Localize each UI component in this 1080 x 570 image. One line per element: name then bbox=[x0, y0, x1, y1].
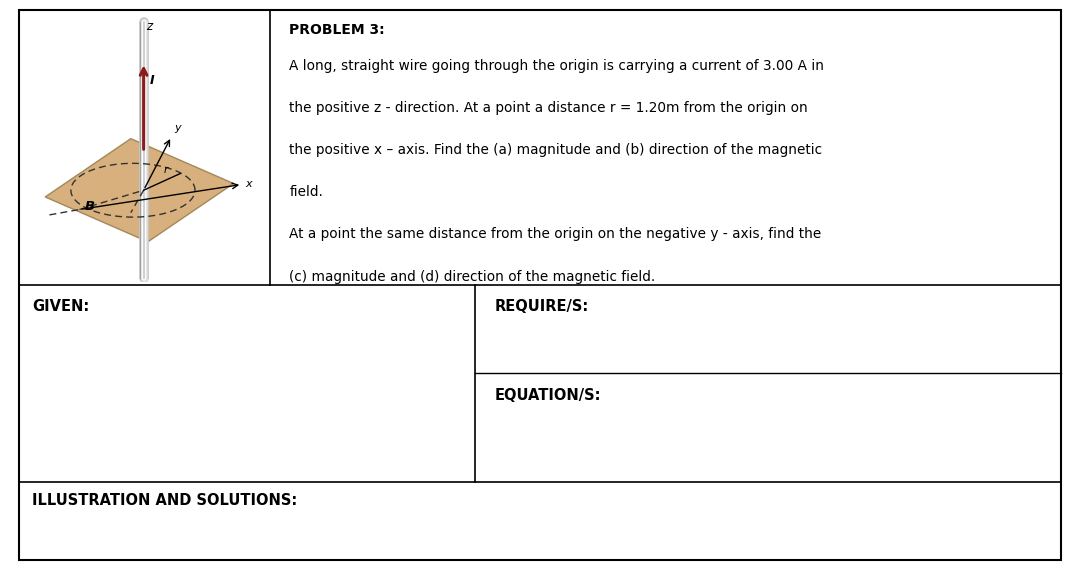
Text: z: z bbox=[146, 20, 152, 33]
Text: GIVEN:: GIVEN: bbox=[32, 299, 90, 314]
Text: I: I bbox=[150, 74, 154, 87]
Text: (c) magnitude and (d) direction of the magnetic field.: (c) magnitude and (d) direction of the m… bbox=[289, 270, 656, 283]
Text: B: B bbox=[85, 200, 95, 213]
Text: field.: field. bbox=[289, 185, 323, 199]
Text: EQUATION/S:: EQUATION/S: bbox=[495, 388, 602, 402]
Text: ILLUSTRATION AND SOLUTIONS:: ILLUSTRATION AND SOLUTIONS: bbox=[32, 493, 298, 508]
Text: PROBLEM 3:: PROBLEM 3: bbox=[289, 23, 386, 37]
Text: r: r bbox=[164, 165, 168, 176]
Text: REQUIRE/S:: REQUIRE/S: bbox=[495, 299, 589, 314]
Polygon shape bbox=[45, 139, 233, 242]
Text: At a point the same distance from the origin on the negative y - axis, find the: At a point the same distance from the or… bbox=[289, 227, 822, 241]
Text: the positive x – axis. Find the (a) magnitude and (b) direction of the magnetic: the positive x – axis. Find the (a) magn… bbox=[289, 143, 823, 157]
Text: the positive z - direction. At a point a distance r = 1.20m from the origin on: the positive z - direction. At a point a… bbox=[289, 101, 808, 115]
Text: A long, straight wire going through the origin is carrying a current of 3.00 A i: A long, straight wire going through the … bbox=[289, 59, 824, 72]
Text: x: x bbox=[245, 180, 252, 189]
Text: y: y bbox=[175, 123, 181, 133]
